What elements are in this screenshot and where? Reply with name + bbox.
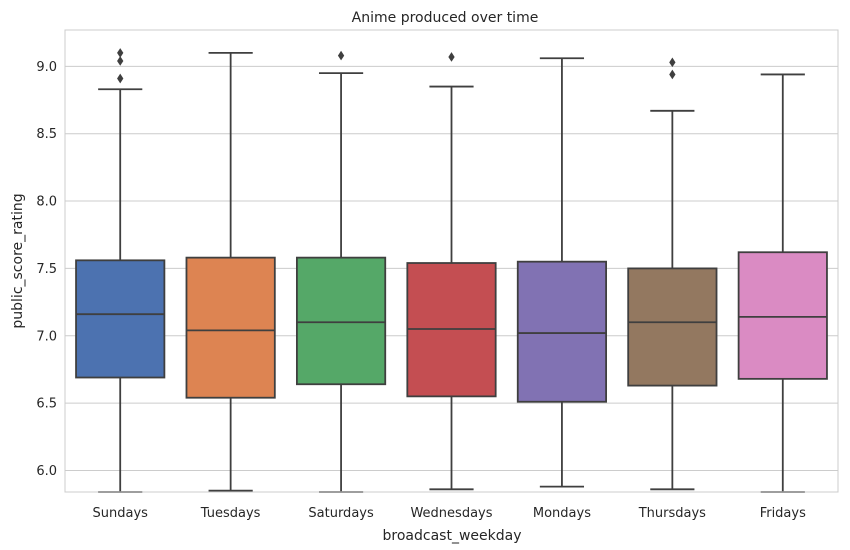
x-axis-ticks: Sundays Tuesdays Saturdays Wednesdays Monday… — [93, 506, 807, 521]
box-tuesdays — [185, 51, 276, 492]
x-tick-label: Mondays — [533, 506, 591, 521]
y-tick-label: 6.5 — [36, 397, 57, 412]
chart-title: Anime produced over time — [352, 10, 539, 26]
outlier-point — [448, 52, 455, 62]
box-thursdays — [627, 57, 718, 491]
x-tick-label: Fridays — [760, 506, 806, 521]
outlier-point — [117, 56, 124, 66]
outlier-point — [669, 57, 676, 68]
box-saturdays — [295, 50, 387, 493]
box-iqr — [75, 259, 166, 379]
box-sundays — [75, 48, 166, 493]
x-tick-label: Thursdays — [638, 506, 706, 521]
box-mondays — [516, 57, 607, 488]
y-tick-label: 6.0 — [36, 464, 57, 479]
box-iqr — [627, 267, 718, 387]
plot-frame — [64, 29, 839, 493]
y-tick-label: 8.5 — [36, 127, 57, 142]
outlier-point — [117, 48, 124, 58]
y-tick-label: 7.5 — [36, 262, 57, 277]
box-iqr — [737, 251, 828, 380]
y-tick-label: 8.0 — [36, 195, 57, 210]
box-iqr — [295, 256, 387, 386]
x-tick-label: Saturdays — [308, 506, 374, 521]
box-iqr — [516, 260, 607, 403]
y-axis-ticks: 6.0 6.5 7.0 7.5 8.0 8.5 9.0 — [36, 60, 57, 479]
box-fridays — [737, 73, 828, 493]
box-series — [75, 48, 828, 493]
y-axis-title: public_score_rating — [10, 193, 26, 328]
box-iqr — [185, 256, 276, 399]
outlier-point — [669, 69, 676, 80]
x-tick-label: Sundays — [93, 506, 149, 521]
outlier-point — [337, 50, 345, 61]
y-tick-label: 9.0 — [36, 60, 57, 75]
box-wednesdays — [406, 52, 497, 491]
x-tick-label: Wednesdays — [410, 506, 492, 521]
outlier-point — [117, 73, 124, 84]
x-axis-title: broadcast_weekday — [383, 528, 522, 544]
y-tick-label: 7.0 — [36, 329, 57, 344]
x-tick-label: Tuesdays — [200, 506, 261, 521]
